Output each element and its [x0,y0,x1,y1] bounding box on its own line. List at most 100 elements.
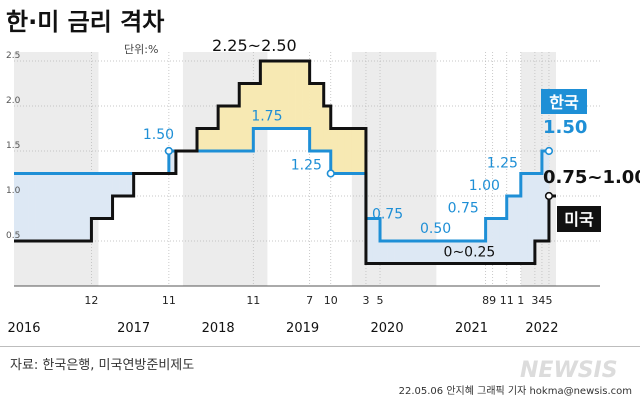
gap-fill [21,173,29,241]
gap-fill [330,128,339,174]
gap-fill [14,173,22,241]
gap-fill [77,173,85,241]
gap-fill [119,173,127,196]
gap-fill [126,173,134,196]
series-line-us [14,59,556,265]
year-label: 2019 [286,321,319,336]
gap-fill [471,241,479,264]
x-tick-label: 11 [500,294,514,307]
year-label: 2022 [525,321,558,336]
gap-fill [35,173,43,241]
gap-fill [225,106,233,151]
legend-us: 미국 [557,206,601,232]
gap-fill [513,196,522,264]
point-label: 1.00 [469,178,500,194]
gap-fill [253,83,261,129]
year-label: 2017 [117,321,150,336]
point-markers [164,146,554,201]
gap-fill [168,151,177,174]
gap-fill [218,106,226,151]
x-tick-label: 10 [324,294,338,307]
gap-fill [337,128,346,174]
gap-fill [527,173,536,264]
x-tick-label: 4 [538,294,545,307]
year-label: 2016 [7,321,40,336]
gap-fill [28,173,36,241]
gap-fill [429,241,437,264]
gap-fill [105,173,113,219]
credit-text: 22.05.06 안지혜 그래픽 기자 hokma@newsis.com [399,385,632,397]
x-tick-label: 11 [162,294,176,307]
gap-fill [323,106,332,151]
year-band [14,52,99,286]
point-labels: 1.50 1.75 1.25 0.75 0.50 0.75 1.00 1.25 1.50 2.25… [143,36,640,261]
gap-fill [63,173,71,241]
y-tick-label: 0.5 [6,231,20,241]
point-label: 1.50 [143,127,174,143]
gap-fill [415,241,423,264]
gap-fill [91,173,99,219]
series-lines [14,59,556,265]
y-tick-label: 2.0 [6,96,21,106]
gap-fill [478,241,486,264]
x-tick-label: 5 [545,294,552,307]
gap-fill [534,173,543,241]
x-tick-label: 8 [482,294,489,307]
gap-fill [49,173,57,241]
gap-fill [351,128,360,174]
point-marker [164,146,173,156]
x-tick-label: 12 [84,294,98,307]
gap-fill [70,173,78,241]
gap-fill [281,61,289,129]
gap-fill [211,128,219,151]
point-marker [544,146,554,156]
x-tick-label: 11 [246,294,260,307]
gap-fills [14,61,550,264]
gap-fill [372,218,381,264]
source-text: 자료: 한국은행, 미국연방준비제도 [10,357,194,373]
gap-fill [295,61,303,129]
gap-fill [302,61,310,129]
gap-fill [387,241,395,264]
footer-divider [0,346,640,347]
gap-fill [56,173,64,241]
y-tick-label: 1.0 [6,186,21,196]
gap-fill [408,241,416,264]
gap-fill [485,218,493,264]
gap-fill [401,241,409,264]
chart-title: 한·미 금리 격차 [6,8,164,36]
gap-fill [274,61,282,129]
gap-fill [112,173,120,196]
x-tick-label: 3 [362,294,369,307]
gap-fill [197,128,205,151]
gap-fill [267,61,275,129]
legend-korea: 한국 [541,89,587,114]
watermark: NEWSIS [520,358,618,383]
gap-fill [365,218,374,264]
point-label: 2.25~2.50 [212,36,297,55]
point-label: 1.75 [251,109,282,125]
gap-fill [380,241,388,264]
gap-fill [84,173,92,241]
gap-fill [288,61,296,129]
x-tick-label: 7 [306,294,313,307]
y-tick-label: 2.5 [6,51,20,61]
gap-fill [394,241,402,264]
point-label: 1.25 [291,158,322,174]
gap-fill [520,173,529,264]
gap-fill [42,173,50,241]
gap-fill [309,83,317,151]
legend-us-label: 미국 [564,210,594,229]
gap-fill [492,218,500,264]
gap-fill [232,106,240,151]
gap-fill [98,173,106,219]
legend-korea-label: 한국 [549,93,579,112]
x-tick-label: 5 [377,294,384,307]
gap-fill [499,218,508,264]
gap-fill [436,241,444,264]
year-label: 2021 [455,321,488,336]
gap-fill [422,241,430,264]
point-label: 0.75~1.00 [543,167,640,188]
